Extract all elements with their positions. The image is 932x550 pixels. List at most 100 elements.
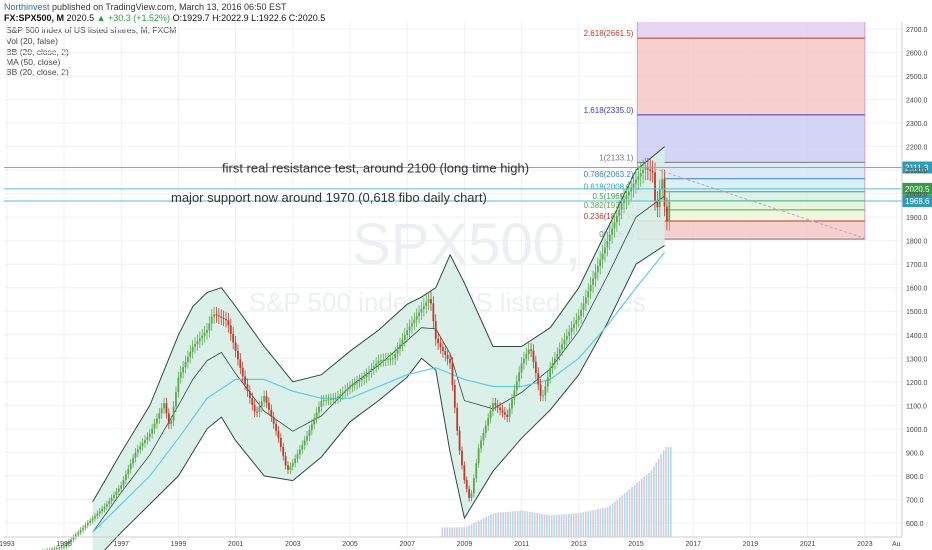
candle-body (160, 408, 163, 414)
indicator-main[interactable]: S&P 500 index of US listed shares, M, FX… (6, 25, 177, 35)
x-tick-label: 1993 (0, 541, 15, 548)
bb-middle-line (92, 195, 665, 533)
y-tick-label: 1100.0 (906, 403, 927, 410)
candle-body (210, 316, 213, 324)
candle-body (608, 234, 611, 241)
candle-body (475, 463, 478, 479)
low-label: L: (251, 13, 259, 23)
candle-body (189, 351, 192, 357)
fib-level-label: 0.382(1931.2) (584, 201, 634, 210)
fib-zone (637, 200, 865, 210)
candle-body (191, 346, 194, 352)
candle-body (296, 454, 299, 459)
candle-body (470, 493, 473, 498)
candle-body (101, 508, 103, 512)
volume-bar (553, 515, 555, 537)
candle-body (208, 323, 211, 331)
candle-body (511, 399, 513, 409)
candle-body (265, 396, 268, 403)
candle-body (353, 383, 356, 385)
candle-body (630, 187, 633, 192)
candle-body (263, 396, 266, 402)
candle-body (246, 384, 249, 392)
candle-body (391, 358, 394, 360)
candle-body (175, 392, 177, 407)
volume-bar (473, 523, 475, 537)
indicator-volume[interactable]: Vol (20, false) (6, 36, 58, 46)
close-value: 2020.5 (297, 13, 326, 23)
candle-body (537, 373, 540, 385)
candle-body (368, 371, 370, 375)
candle-body (589, 284, 592, 292)
volume-bar (597, 509, 599, 537)
volume-bar (640, 478, 643, 537)
candle-body (573, 323, 575, 328)
volume-bar (648, 472, 650, 537)
candle-body (384, 359, 387, 361)
candle-body (506, 414, 509, 417)
candle-body (303, 440, 306, 446)
candle-body (318, 406, 320, 413)
author-link[interactable]: Northinvest (4, 2, 50, 12)
y-tick-label: 1600.0 (906, 286, 928, 293)
candle-body (89, 520, 92, 523)
candle-body (594, 272, 597, 279)
volume-bar (504, 512, 507, 537)
candle-body (84, 525, 87, 528)
publish-info: published on TradingView.com, March 13, … (52, 2, 287, 12)
candle-body (70, 539, 73, 542)
candle-body (584, 297, 587, 304)
y-tick-label: 2000.0 (906, 192, 928, 199)
candle-body (163, 403, 165, 409)
candle-body (439, 343, 442, 348)
volume-bar (560, 514, 563, 537)
indicator-bb-2[interactable]: BB (20, close, 2) (6, 67, 69, 77)
fib-zone (637, 162, 865, 179)
candle-body (615, 215, 618, 223)
candle-body (649, 169, 652, 171)
candle-body (430, 299, 432, 304)
candle-body (60, 547, 63, 549)
candle-body (229, 325, 232, 334)
candle-body (196, 341, 199, 344)
y-tick-label: 2500.0 (906, 74, 928, 81)
candle-body (194, 343, 196, 347)
candle-body (327, 399, 330, 401)
candle-body (508, 408, 511, 417)
candle-body (604, 247, 606, 254)
candle-body (568, 331, 571, 336)
volume-bar (509, 511, 512, 537)
candle-body (513, 390, 516, 400)
x-tick-label: 2005 (342, 541, 358, 548)
candle-body (356, 381, 358, 384)
high-label: H: (212, 13, 222, 23)
candle-body (642, 169, 644, 174)
candle-body (282, 447, 285, 457)
candle-body (98, 511, 101, 514)
candle-body (358, 380, 361, 382)
volume-bar (478, 520, 480, 537)
open-value: 1929.7 (182, 13, 210, 23)
candle-body (363, 377, 366, 379)
indicator-bb-1[interactable]: BB (20, close, 2) (6, 47, 69, 57)
indicator-ma[interactable]: MA (50, close) (6, 57, 61, 67)
candle-body (632, 183, 635, 188)
candle-body (96, 513, 99, 516)
fib-zone (637, 220, 865, 240)
candle-body (577, 316, 580, 321)
y-tick-label: 2100.0 (906, 168, 928, 175)
volume-bar (482, 518, 485, 537)
candle-body (313, 418, 316, 425)
candle-body (65, 544, 68, 547)
volume-bar (670, 447, 672, 537)
y-tick-label: 1500.0 (906, 309, 928, 316)
candle-body (599, 259, 602, 267)
watermark-symbol: SPX500, M (352, 212, 645, 277)
candle-body (94, 515, 96, 519)
candle-body (477, 448, 480, 464)
candle-body (432, 303, 435, 322)
volume-bar (609, 505, 611, 537)
candle-body (241, 367, 244, 377)
candle-body (349, 386, 351, 389)
